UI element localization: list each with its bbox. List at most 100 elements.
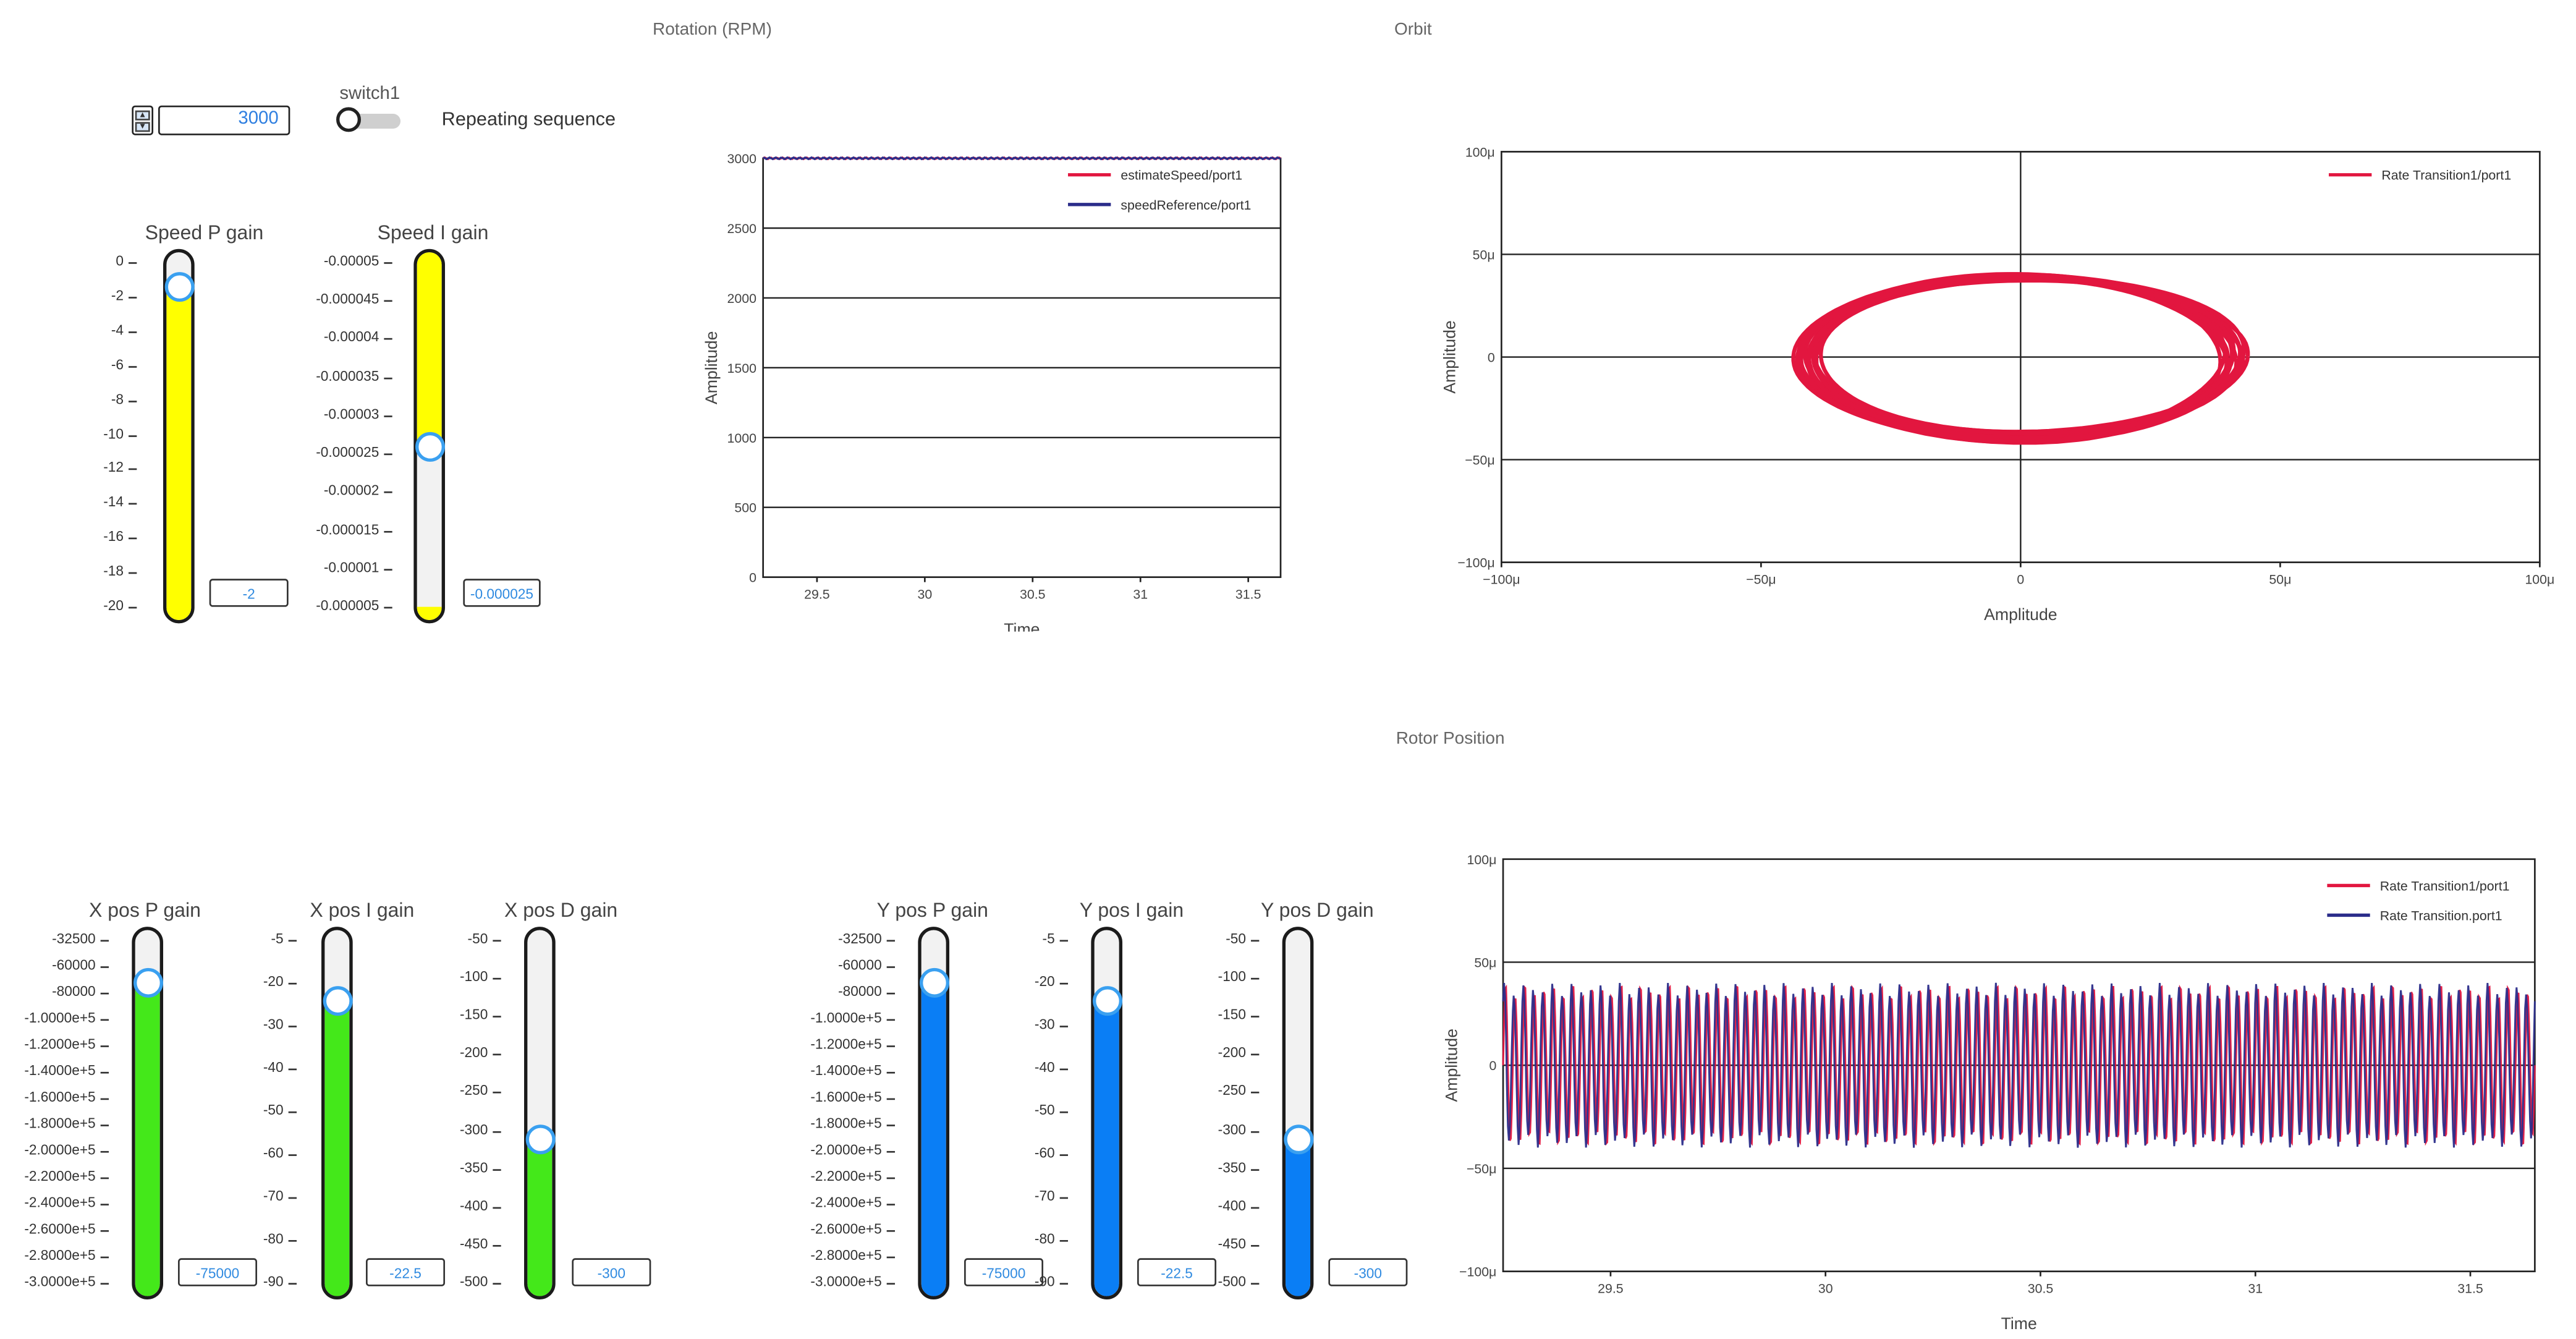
xpos-p-slider-handle[interactable] — [132, 967, 163, 998]
knob-tick-label: -2.6000e+5 — [24, 1220, 96, 1237]
y-axis-label: Amplitude — [1442, 1029, 1460, 1102]
spin-up-button[interactable]: ▲ — [135, 110, 150, 121]
knob-tick-label: -1.0000e+5 — [24, 1009, 96, 1026]
xpos-i-value-box[interactable]: -22.5 — [366, 1258, 446, 1286]
knob-tick-label: -2.4000e+5 — [24, 1194, 96, 1210]
knob-tick-mark — [493, 1244, 501, 1247]
knob-tick-label: -400 — [459, 1196, 488, 1214]
ypos-i-value-box[interactable]: -22.5 — [1137, 1258, 1217, 1286]
knob-tick-mark — [886, 1098, 896, 1100]
speed-p-slider-handle[interactable] — [164, 271, 194, 302]
switch-mode-label: Repeating sequence — [441, 110, 616, 130]
knob-tick-mark — [288, 1197, 297, 1199]
knob-tick-mark — [129, 538, 137, 540]
rotor-position-chart: 100μ 50μ 0 −50μ −100μ 29.5 30 30.5 31 31.5 Time Amp… — [1442, 852, 2536, 1333]
speed-p-value-box[interactable]: -2 — [209, 579, 289, 607]
y-tick-label: 1000 — [727, 431, 757, 446]
ypos-d-slider-track[interactable] — [1282, 927, 1314, 1299]
knob-tick-mark — [384, 415, 392, 417]
knob-tick-label: -1.6000e+5 — [810, 1088, 882, 1105]
knob-tick-mark — [493, 940, 501, 942]
xpos-d-title: X pos D gain — [504, 898, 618, 922]
knob-tick-mark — [288, 940, 297, 942]
xpos-d-slider-handle[interactable] — [525, 1124, 555, 1154]
knob-tick-mark — [288, 1111, 297, 1113]
knob-tick-mark — [1059, 1197, 1069, 1199]
orbit-title: Orbit — [1394, 20, 1432, 40]
knob-tick-mark — [100, 1019, 109, 1021]
xpos-p-value-box[interactable]: -75000 — [178, 1258, 258, 1286]
y-tick-label: 1500 — [727, 361, 757, 376]
ypos-p-value-box[interactable]: -75000 — [964, 1258, 1044, 1286]
knob-tick-label: -0.00004 — [323, 328, 379, 346]
y-tick-label: 50μ — [1473, 247, 1495, 262]
knob-tick-label: -150 — [1218, 1006, 1247, 1023]
knob-tick-mark — [1251, 1054, 1260, 1056]
y-tick-label: 0 — [749, 571, 756, 585]
knob-tick-mark — [1251, 1206, 1260, 1209]
knob-tick-mark — [886, 940, 896, 942]
switch-knob[interactable] — [336, 107, 362, 132]
knob-tick-label: -0.00005 — [323, 252, 379, 269]
x-tick-label: 31 — [2248, 1281, 2263, 1296]
switch-label: switch1 — [339, 84, 400, 104]
knob-tick-label: -300 — [459, 1120, 488, 1137]
knob-tick-label: -8 — [111, 390, 124, 407]
x-tick-label: 100μ — [2525, 572, 2554, 587]
knob-tick-label: -20 — [103, 597, 124, 614]
xpos-d-slider-fill — [527, 1136, 553, 1296]
speed-setpoint-input[interactable]: 3000 — [158, 105, 290, 135]
ypos-d-slider-handle[interactable] — [1283, 1124, 1313, 1154]
ypos-i-slider-track[interactable] — [1091, 927, 1123, 1299]
knob-tick-mark — [129, 331, 137, 333]
knob-tick-mark — [493, 978, 501, 980]
speed-setpoint-control: ▲ ▼ 3000 — [132, 105, 290, 135]
knob-tick-label: -5 — [1042, 930, 1055, 947]
spin-down-button[interactable]: ▼ — [135, 122, 150, 132]
y-tick-label: 50μ — [1474, 955, 1496, 970]
xpos-i-slider-fill — [324, 998, 350, 1296]
knob-tick-mark — [384, 262, 392, 264]
knob-tick-label: -3.0000e+5 — [810, 1273, 882, 1290]
knob-tick-label: -60000 — [52, 956, 96, 973]
ypos-d-value-box[interactable]: -300 — [1328, 1258, 1408, 1286]
y-tick-label: 0 — [1489, 1058, 1496, 1073]
knob-tick-label: -0.00002 — [323, 482, 379, 499]
x-tick-label: 30 — [917, 587, 932, 601]
knob-tick-mark — [886, 992, 896, 995]
ypos-i-slider-handle[interactable] — [1091, 986, 1122, 1016]
speed-i-value-box[interactable]: -0.000025 — [463, 579, 541, 607]
knob-tick-mark — [129, 606, 137, 609]
xpos-i-slider-track[interactable] — [321, 927, 353, 1299]
knob-tick-label: -350 — [1218, 1158, 1247, 1176]
x-tick-label: 50μ — [2269, 572, 2291, 587]
knob-tick-label: -60 — [1034, 1144, 1055, 1161]
knob-tick-mark — [1059, 1026, 1069, 1027]
knob-tick-label: -3.0000e+5 — [24, 1273, 96, 1290]
knob-tick-label: -60 — [263, 1144, 284, 1161]
xpos-i-slider-handle[interactable] — [322, 986, 352, 1016]
ypos-i-slider-fill — [1094, 998, 1119, 1296]
legend-label: Rate Transition1/port1 — [2380, 878, 2510, 893]
knob-tick-label: -2.2000e+5 — [24, 1167, 96, 1184]
knob-tick-label: -0.000035 — [316, 367, 379, 384]
ypos-p-slider-fill — [921, 979, 946, 1296]
ypos-d-slider-fill — [1286, 1136, 1311, 1296]
xpos-d-slider-track[interactable] — [524, 927, 556, 1299]
knob-tick-mark — [1251, 940, 1260, 942]
speed-p-slider-track[interactable] — [163, 249, 195, 624]
spin-buttons: ▲ ▼ — [132, 105, 154, 135]
y-tick-label: −50μ — [1465, 453, 1494, 468]
knob-tick-mark — [886, 1150, 896, 1153]
rotor-position-title: Rotor Position — [1396, 729, 1505, 749]
knob-tick-label: -2 — [111, 286, 124, 304]
knob-tick-mark — [1251, 978, 1260, 980]
y-axis-label: Amplitude — [1441, 320, 1459, 394]
knob-tick-label: -5 — [271, 930, 284, 947]
ypos-p-slider-handle[interactable] — [918, 967, 949, 998]
xpos-d-value-box[interactable]: -300 — [572, 1258, 651, 1286]
speed-i-slider-handle[interactable] — [414, 432, 444, 462]
knob-tick-mark — [1251, 1016, 1260, 1018]
knob-tick-label: -1.0000e+5 — [810, 1009, 882, 1026]
knob-tick-label: -90 — [1034, 1273, 1055, 1290]
